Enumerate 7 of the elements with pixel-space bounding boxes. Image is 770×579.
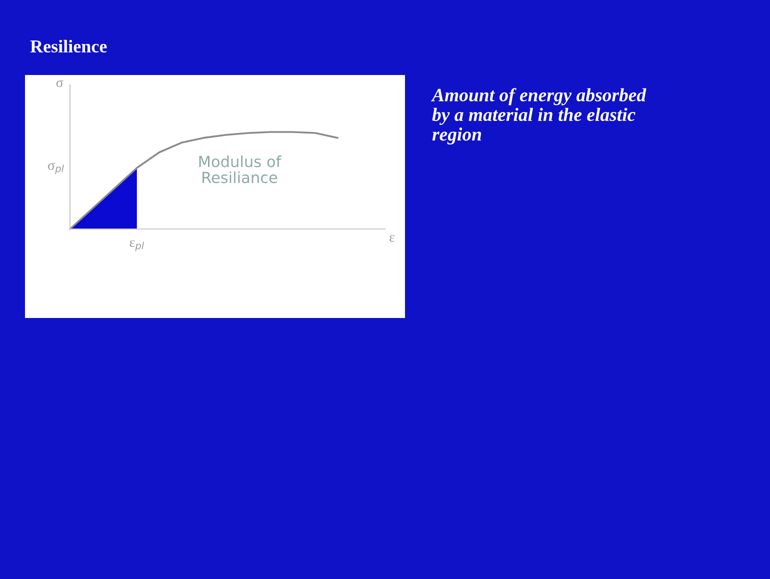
annotation: Modulus of Resiliance	[199, 155, 282, 184]
text: Amount of energy absorbed by a material in the elastic region	[431, 88, 646, 145]
x-axis-title: ε	[390, 235, 395, 242]
text: ε$_{pl}$	[130, 240, 144, 252]
y-axis-title: σ	[56, 80, 64, 88]
annotation: σ$_{pl}$	[48, 162, 64, 174]
chart-title: Resilience	[30, 40, 107, 53]
